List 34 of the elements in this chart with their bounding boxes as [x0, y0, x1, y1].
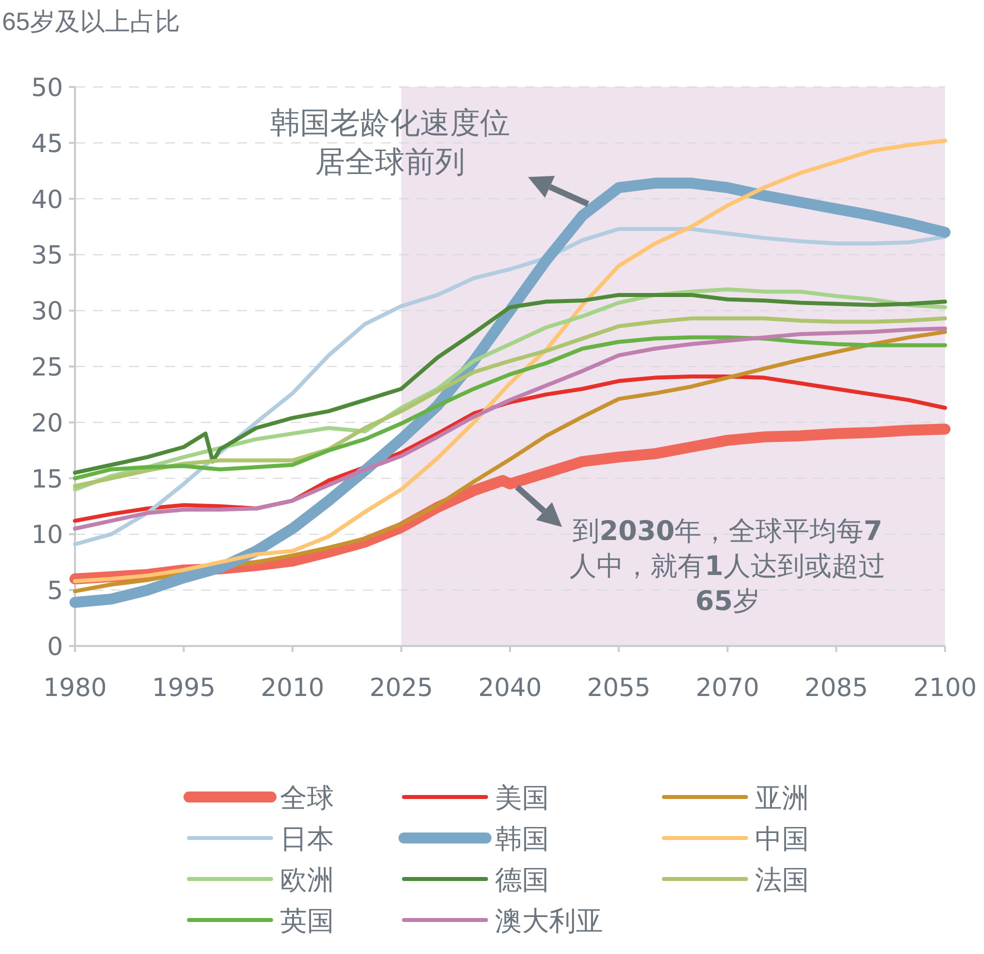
y-tick-label: 40: [31, 184, 63, 214]
legend-label: 亚洲: [755, 783, 809, 814]
y-tick-label: 20: [31, 408, 63, 438]
y-tick-label: 30: [31, 296, 63, 326]
x-tick-label: 1995: [152, 673, 216, 702]
x-tick-label: 2085: [804, 673, 868, 702]
legend-label: 全球: [280, 783, 334, 814]
x-tick-label: 2100: [913, 673, 977, 702]
legend-label: 澳大利亚: [495, 906, 603, 937]
y-tick-label: 50: [31, 73, 63, 102]
legend-label: 法国: [755, 865, 809, 896]
annotation: 韩国老龄化速度位居全球前列: [270, 105, 510, 182]
y-axis-title: 65岁及以上占比: [2, 8, 180, 36]
legend-label: 英国: [280, 906, 334, 937]
legend-label: 中国: [755, 824, 809, 855]
legend-label: 日本: [280, 824, 334, 855]
y-tick-label: 5: [47, 576, 63, 606]
y-tick-label: 25: [31, 352, 63, 382]
x-tick-label: 2010: [260, 673, 324, 702]
x-tick-label: 2070: [696, 673, 760, 702]
y-tick-label: 35: [31, 240, 63, 270]
x-tick-label: 2055: [586, 673, 651, 702]
y-tick-label: 10: [31, 520, 63, 550]
x-tick-label: 2025: [369, 673, 434, 702]
legend-label: 美国: [495, 783, 549, 814]
annotation: 到2030年，全球平均每7人中，就有1人达到或超过65岁: [568, 515, 886, 620]
x-tick-label: 1980: [43, 673, 107, 702]
x-tick-label: 2040: [478, 673, 542, 702]
legend-label: 欧洲: [280, 865, 334, 896]
y-tick-label: 45: [31, 128, 63, 158]
legend-label: 德国: [495, 865, 549, 896]
legend-label: 韩国: [495, 824, 549, 855]
y-tick-label: 15: [31, 464, 63, 494]
y-tick-label: 0: [47, 632, 63, 661]
